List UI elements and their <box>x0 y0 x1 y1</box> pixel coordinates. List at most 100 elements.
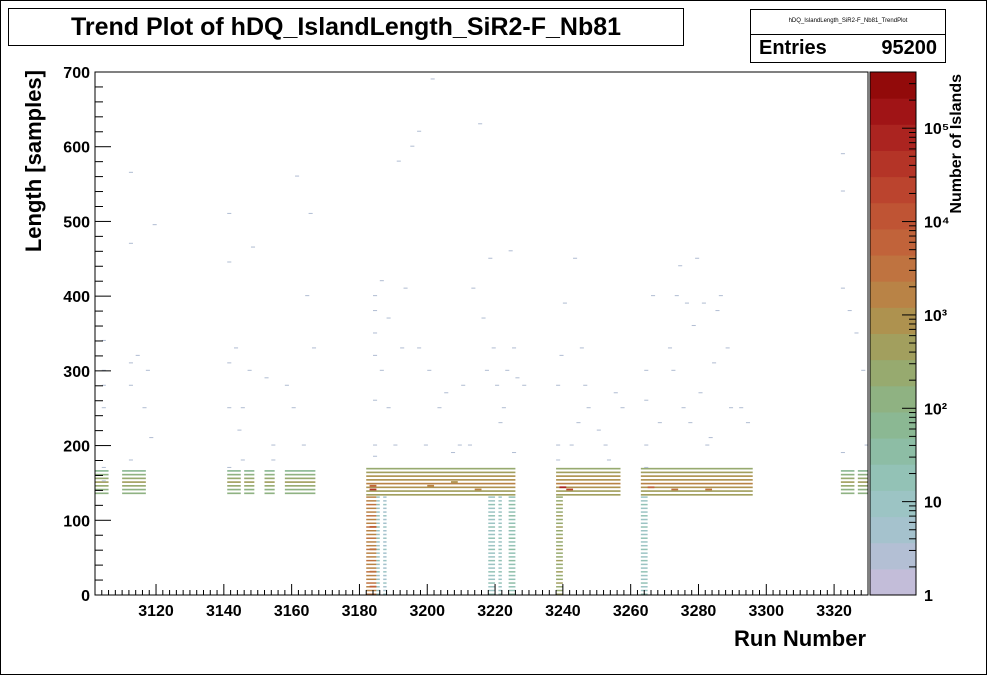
heatmap-cell <box>366 475 516 477</box>
heatmap-cell <box>383 507 387 510</box>
heatmap-cell <box>488 593 496 595</box>
plot-area <box>95 72 868 595</box>
heatmap-hotspot <box>427 484 435 487</box>
heatmap-island <box>305 295 310 297</box>
heatmap-cell <box>498 589 502 592</box>
heatmap-cell <box>366 511 377 513</box>
heatmap-cell <box>383 533 387 536</box>
heatmap-cell <box>122 473 146 476</box>
heatmap-cell <box>640 556 648 558</box>
heatmap-island <box>606 459 612 461</box>
heatmap-cell <box>366 490 516 492</box>
color-scale-swatch <box>870 438 916 465</box>
heatmap-cell <box>366 479 516 481</box>
heatmap-cell <box>488 541 496 543</box>
heatmap-island <box>101 480 106 482</box>
heatmap-island <box>149 437 154 439</box>
heatmap-hotspot <box>559 486 567 489</box>
heatmap-island <box>861 369 866 371</box>
heatmap-island <box>674 295 679 297</box>
heatmap-island <box>450 451 456 454</box>
heatmap-cell <box>366 522 377 525</box>
color-scale-swatch <box>870 516 916 544</box>
heatmap-cell <box>488 526 496 528</box>
heatmap-cell <box>640 522 648 525</box>
heatmap-cell <box>366 552 377 554</box>
heatmap-cell <box>556 503 563 506</box>
heatmap-hotspot <box>369 570 377 573</box>
heatmap-island <box>681 407 686 409</box>
heatmap-cell <box>376 529 380 532</box>
heatmap-cell <box>508 574 516 577</box>
heatmap-cell <box>508 503 516 506</box>
heatmap-cell <box>488 507 496 510</box>
color-scale-swatch <box>870 228 916 256</box>
heatmap-cell <box>498 518 502 521</box>
heatmap-cell <box>95 473 109 476</box>
heatmap-cell <box>366 529 377 532</box>
heatmap-cell <box>366 467 516 470</box>
heatmap-island <box>101 339 106 341</box>
heatmap-cell <box>376 552 380 554</box>
heatmap-island <box>400 347 405 349</box>
color-scale-swatch <box>870 124 916 151</box>
heatmap-cell <box>640 526 648 528</box>
heatmap-cell <box>122 470 146 472</box>
heatmap-island <box>386 317 391 319</box>
heatmap-cell <box>376 571 380 573</box>
heatmap-cell <box>95 481 109 483</box>
heatmap-cell <box>227 488 241 491</box>
heatmap-cell <box>508 552 516 554</box>
heatmap-cell <box>383 582 387 584</box>
heatmap-island <box>471 287 476 289</box>
heatmap-cell <box>264 473 275 476</box>
heatmap-cell <box>556 522 563 525</box>
heatmap-cell <box>508 533 516 536</box>
heatmap-cell <box>508 522 516 525</box>
heatmap-cell <box>640 548 648 551</box>
x-tick-label: 3280 <box>681 603 717 620</box>
heatmap-cell <box>122 492 146 495</box>
heatmap-cell <box>498 515 502 517</box>
heatmap-cell <box>488 574 496 577</box>
heatmap-cell <box>508 578 516 581</box>
heatmap-cell <box>498 503 502 506</box>
heatmap-cell <box>366 518 377 521</box>
stats-histogram-name: hDQ_IslandLength_SiR2-F_Nb81_TrendPlot <box>751 10 945 35</box>
heatmap-island <box>295 175 300 177</box>
heatmap-cell <box>244 492 255 495</box>
heatmap-hotspot <box>671 488 679 491</box>
heatmap-cell <box>508 593 516 595</box>
y-tick-label: 500 <box>63 214 90 231</box>
heatmap-cell <box>857 481 868 483</box>
heatmap-cell <box>366 482 516 485</box>
heatmap-cell <box>508 559 516 562</box>
heatmap-cell <box>383 548 387 551</box>
heatmap-island <box>728 407 734 409</box>
heatmap-cell <box>508 537 516 539</box>
heatmap-island <box>481 317 486 319</box>
heatmap-island <box>373 332 378 334</box>
heatmap-cell <box>508 518 516 521</box>
heatmap-island <box>308 212 313 214</box>
heatmap-cell <box>556 490 621 492</box>
heatmap-cell <box>640 552 648 554</box>
heatmap-cell <box>640 511 648 513</box>
heatmap-cell <box>556 548 563 551</box>
heatmap-cell <box>556 537 563 539</box>
heatmap-cell <box>498 537 502 539</box>
heatmap-island <box>373 354 378 356</box>
heatmap-island <box>264 377 269 379</box>
heatmap-cell <box>264 470 275 472</box>
heatmap-island <box>284 384 289 386</box>
heatmap-cell <box>376 567 380 569</box>
heatmap-cell <box>122 485 146 487</box>
heatmap-island <box>291 407 296 409</box>
heatmap-cell <box>376 578 380 581</box>
stats-entries-label: Entries <box>759 37 827 59</box>
heatmap-cell <box>556 500 563 502</box>
heatmap-island <box>708 437 713 439</box>
heatmap-island <box>403 287 408 289</box>
heatmap-cell <box>556 544 563 547</box>
heatmap-cell <box>556 533 563 536</box>
